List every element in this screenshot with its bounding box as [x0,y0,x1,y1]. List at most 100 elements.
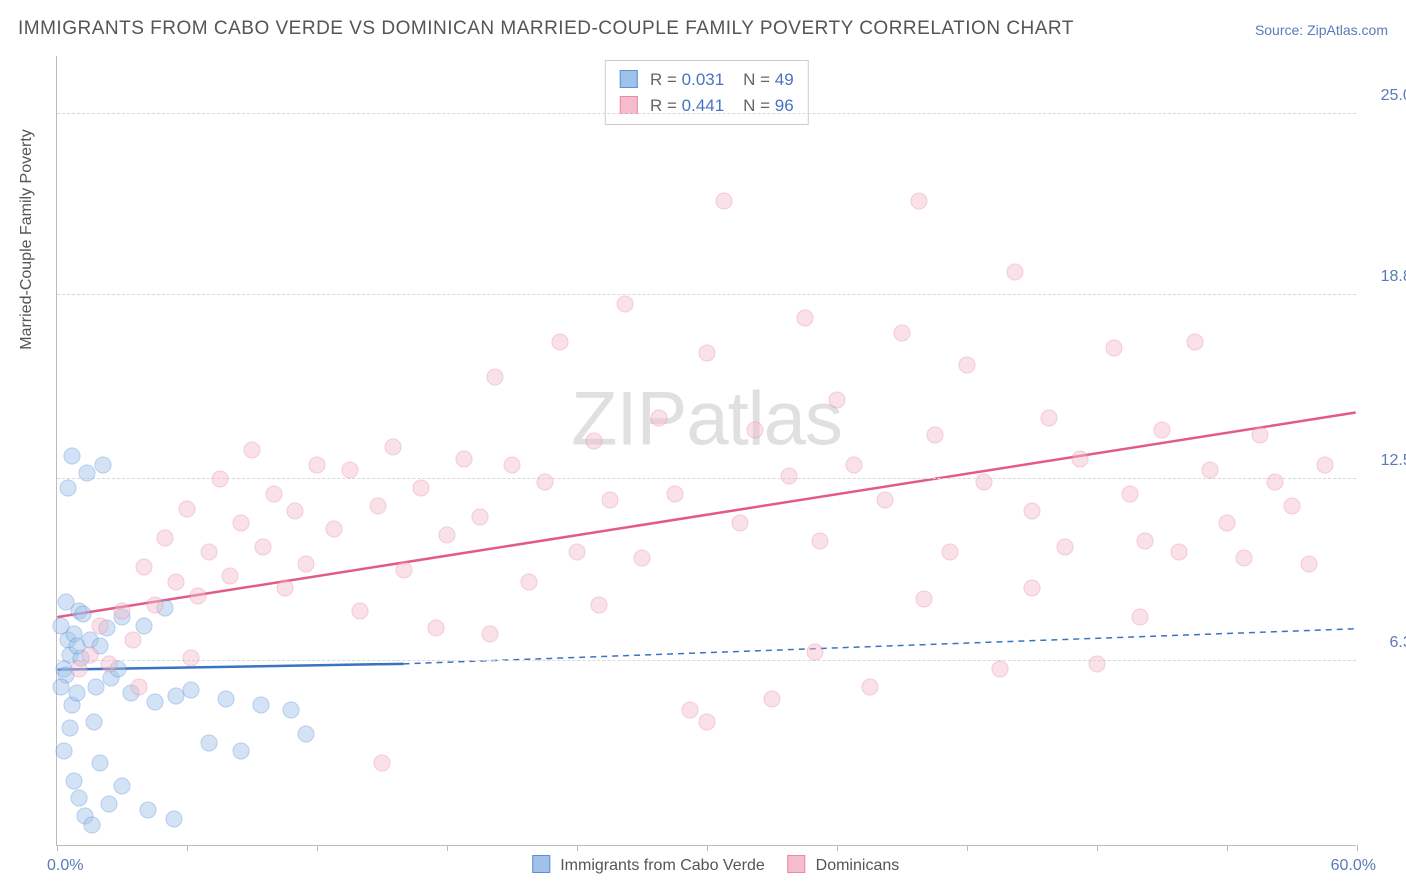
scatter-point [1071,450,1088,467]
y-axis-title: Married-Couple Family Poverty [18,129,36,350]
scatter-point [428,620,445,637]
scatter-point [1266,474,1283,491]
scatter-point [81,646,98,663]
scatter-point [146,693,163,710]
scatter-point [1056,538,1073,555]
scatter-point [666,485,683,502]
scatter-point [651,409,668,426]
scatter-point [254,538,271,555]
scatter-point [796,310,813,327]
scatter-point [131,679,148,696]
scatter-point [876,491,893,508]
x-max-label: 60.0% [1331,857,1376,875]
scatter-point [569,544,586,561]
scatter-point [384,439,401,456]
scatter-point [861,679,878,696]
scatter-point [166,810,183,827]
scatter-point [1154,421,1171,438]
scatter-point [64,447,81,464]
y-tick-label: 6.3% [1366,634,1406,652]
scatter-point [616,295,633,312]
gridline [57,478,1356,479]
scatter-point [1236,550,1253,567]
scatter-point [283,702,300,719]
scatter-point [976,474,993,491]
scatter-point [764,690,781,707]
scatter-point [1251,427,1268,444]
scatter-point [85,714,102,731]
scatter-point [55,743,72,760]
watermark-thin: atlas [686,376,842,461]
scatter-point [471,509,488,526]
stats-row-b: R = 0.441 N = 96 [619,93,793,119]
scatter-point [233,743,250,760]
scatter-point [894,324,911,341]
scatter-point [991,661,1008,678]
x-tick [967,845,968,851]
chart-title: IMMIGRANTS FROM CABO VERDE VS DOMINICAN … [18,18,1074,40]
scatter-point [681,702,698,719]
scatter-point [326,521,343,538]
scatter-point [298,556,315,573]
scatter-point [369,497,386,514]
scatter-point [88,679,105,696]
scatter-point [222,567,239,584]
scatter-point [57,594,74,611]
scatter-point [92,755,109,772]
scatter-point [183,681,200,698]
scatter-point [124,632,141,649]
scatter-point [1006,263,1023,280]
x-min-label: 0.0% [47,857,83,875]
scatter-point [70,790,87,807]
scatter-point [62,719,79,736]
scatter-point [1132,608,1149,625]
scatter-point [179,500,196,517]
scatter-point [699,714,716,731]
scatter-point [1024,579,1041,596]
scatter-point [200,544,217,561]
scatter-point [265,485,282,502]
scatter-point [189,588,206,605]
swatch-series-b [619,96,637,114]
scatter-point [1301,556,1318,573]
scatter-point [482,626,499,643]
watermark-bold: ZIP [571,376,686,461]
scatter-point [53,617,70,634]
scatter-point [341,462,358,479]
swatch-series-a [619,70,637,88]
y-tick-label: 12.5% [1366,452,1406,470]
scatter-point [807,643,824,660]
scatter-point [846,456,863,473]
legend-label-a: Immigrants from Cabo Verde [560,857,765,874]
scatter-point [456,450,473,467]
scatter-point [276,579,293,596]
legend-swatch-a [532,855,550,873]
x-tick [187,845,188,851]
n-value-a: 49 [775,70,794,89]
scatter-point [114,778,131,795]
stats-legend: R = 0.031 N = 49 R = 0.441 N = 96 [604,60,808,125]
scatter-point [586,433,603,450]
scatter-point [140,801,157,818]
scatter-point [218,690,235,707]
scatter-point [601,491,618,508]
correlation-chart: IMMIGRANTS FROM CABO VERDE VS DOMINICAN … [0,0,1406,892]
legend-label-b: Dominicans [816,857,900,874]
scatter-point [413,480,430,497]
x-tick [57,845,58,851]
scatter-point [1024,503,1041,520]
scatter-point [536,474,553,491]
x-tick [317,845,318,851]
scatter-point [114,602,131,619]
y-tick-label: 18.8% [1366,268,1406,286]
scatter-point [70,661,87,678]
scatter-point [829,392,846,409]
scatter-point [101,655,118,672]
scatter-point [1316,456,1333,473]
scatter-point [941,544,958,561]
x-tick [577,845,578,851]
source-label: Source: ZipAtlas.com [1255,22,1388,38]
scatter-point [716,193,733,210]
gridline [57,113,1356,114]
scatter-point [1136,532,1153,549]
